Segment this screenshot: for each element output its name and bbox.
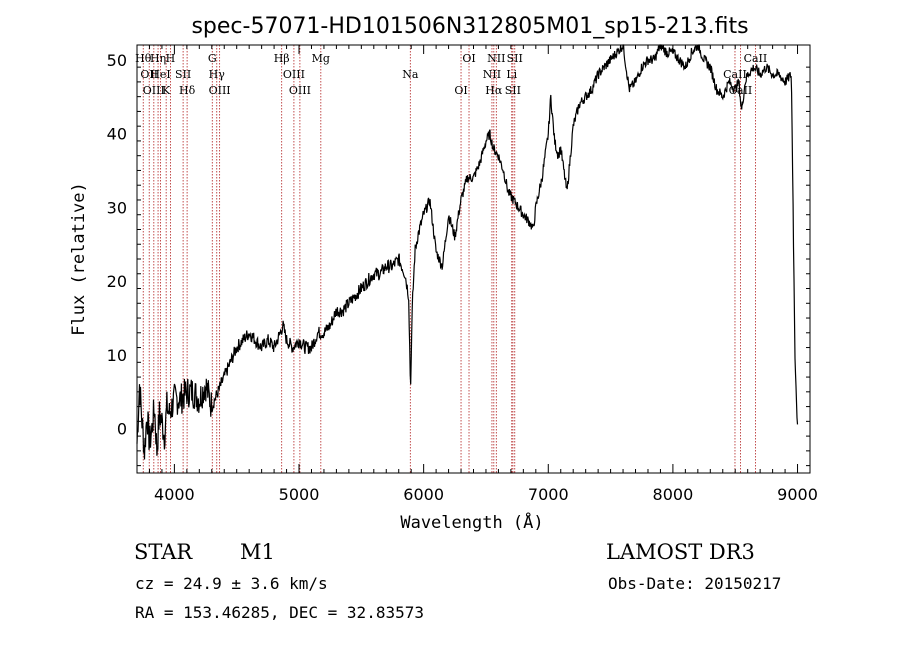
line-label: Hβ <box>274 52 290 65</box>
line-label: OIII <box>289 84 311 97</box>
y-tick-label: 30 <box>107 198 127 217</box>
line-label: G <box>208 52 217 65</box>
line-label: Li <box>506 68 517 81</box>
line-label: Na <box>402 68 419 81</box>
coordinates: RA = 153.46285, DEC = 32.83573 <box>135 603 424 622</box>
plot-frame <box>136 44 811 474</box>
x-tick-label: 7000 <box>528 485 569 504</box>
line-label: OII <box>140 68 158 81</box>
line-label: OI <box>454 84 467 97</box>
y-tick-label: 0 <box>117 420 127 439</box>
line-label: HeI <box>150 68 170 81</box>
line-label: OIII <box>209 84 231 97</box>
line-label: H <box>166 52 176 65</box>
y-tick-label: 40 <box>107 125 127 144</box>
line-label: SII <box>507 52 523 65</box>
y-tick-label: 20 <box>107 272 127 291</box>
line-label: NII <box>487 52 505 65</box>
observation-date: Obs-Date: 20150217 <box>608 574 782 593</box>
line-label: Hθ <box>135 52 152 65</box>
y-tick-label: 10 <box>107 346 127 365</box>
x-axis-ticks: 4000 5000 6000 7000 8000 9000 <box>148 45 818 504</box>
line-label: Hα <box>485 84 503 97</box>
emission-line-labels: Hθ OII OIII Hη HeI K H SII Hδ G Hγ OIII Hβ OIII OIII Mg… <box>135 52 767 97</box>
x-tick-label: 5000 <box>279 485 320 504</box>
line-label: NII <box>483 68 501 81</box>
line-label: SII <box>505 84 521 97</box>
redshift-velocity: cz = 24.9 ± 3.6 km/s <box>135 574 328 593</box>
line-label: Mg <box>312 52 330 65</box>
object-subclass: M1 <box>240 540 275 564</box>
line-label: CaII <box>744 52 768 65</box>
line-label: SII <box>175 68 191 81</box>
line-label: CaII <box>729 84 753 97</box>
y-axis-ticks: 0 10 20 30 40 50 <box>107 51 810 467</box>
x-tick-label: 4000 <box>154 485 195 504</box>
x-tick-label: 8000 <box>653 485 694 504</box>
line-label: CaII <box>723 68 747 81</box>
y-tick-label: 50 <box>107 51 127 70</box>
line-label: OIII <box>143 84 165 97</box>
x-tick-label: 6000 <box>403 485 444 504</box>
line-label: K <box>162 84 171 97</box>
chart-title: spec-57071-HD101506N312805M01_sp15-213.f… <box>191 14 748 39</box>
object-class: STAR <box>134 540 193 564</box>
emission-line-markers <box>142 45 756 473</box>
line-label: Hγ <box>209 68 226 81</box>
line-label: OI <box>462 52 475 65</box>
line-label: OIII <box>283 68 305 81</box>
y-axis-label: Flux (relative) <box>69 182 89 336</box>
survey-name: LAMOST DR3 <box>606 540 755 564</box>
spectrum-chart: spec-57071-HD101506N312805M01_sp15-213.f… <box>69 14 818 533</box>
line-label: Hδ <box>179 84 196 97</box>
spectrum-line <box>136 44 799 460</box>
x-axis-label: Wavelength (Å) <box>400 511 543 533</box>
x-tick-label: 9000 <box>777 485 818 504</box>
line-label: Hη <box>150 52 166 65</box>
